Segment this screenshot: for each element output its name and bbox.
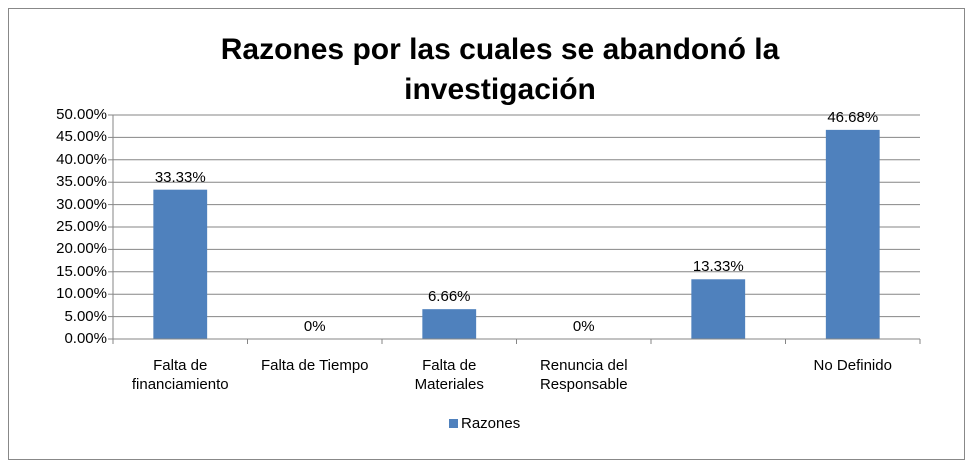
x-tick-label: Renuncia del Responsable (539, 357, 628, 393)
y-tick-label: 50.00% (56, 106, 107, 123)
data-label: 46.68% (827, 108, 879, 126)
data-label: 0% (572, 318, 595, 335)
data-label: 13.33% (692, 258, 744, 276)
y-tick-label: 45.00% (56, 128, 107, 146)
bar (825, 129, 880, 339)
y-tick-label: 40.00% (56, 150, 107, 168)
y-tick-label: 25.00% (56, 218, 107, 235)
x-tick-label: Falta de Materiales (414, 357, 484, 393)
y-tick-label: 5.00% (64, 307, 107, 325)
legend-label: Razones (461, 415, 521, 432)
bar (422, 309, 477, 339)
x-tick-label: Falta de financiamiento (131, 357, 229, 393)
y-tick-label: 30.00% (56, 195, 107, 213)
data-label: 6.66% (427, 288, 471, 306)
x-tick-label: No Definido (813, 357, 892, 374)
y-tick-label: 10.00% (56, 285, 107, 303)
legend-swatch (449, 419, 458, 428)
data-label: 0% (303, 318, 326, 335)
chart-title: Razones por las cuales se abandonó la in… (220, 33, 780, 106)
x-tick-label: Falta de Tiempo (260, 357, 369, 374)
bar (691, 279, 746, 339)
y-tick-label: 35.00% (56, 173, 107, 191)
bar (153, 189, 208, 339)
y-tick-label: 0.00% (64, 330, 107, 347)
y-tick-label: 15.00% (56, 262, 107, 280)
y-tick-label: 20.00% (56, 240, 107, 258)
data-label: 33.33% (154, 168, 206, 186)
